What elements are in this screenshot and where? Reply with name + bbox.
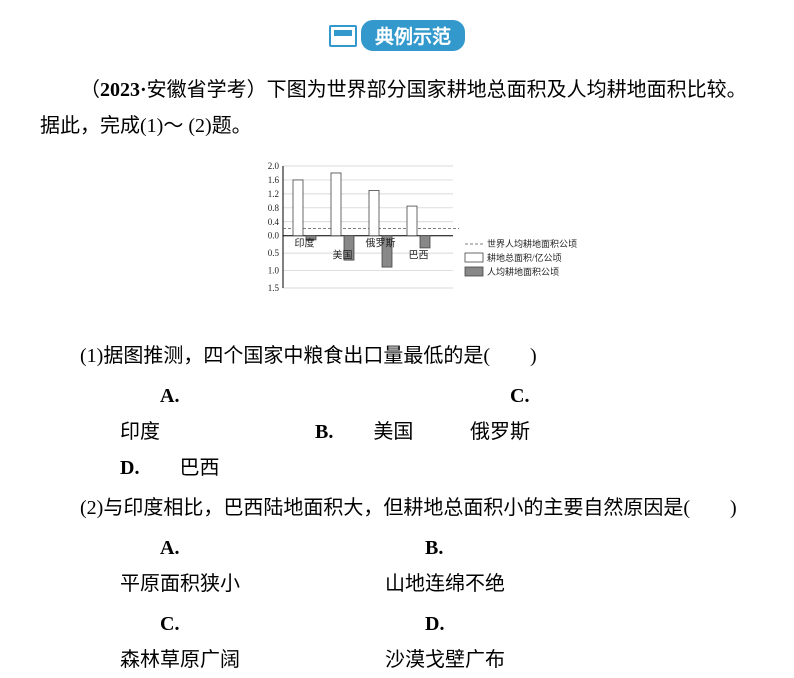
source-bold: 2023· — [100, 79, 147, 101]
badge-container: 典例示范 — [329, 20, 465, 51]
question-1: (1)据图推测，四个国家中粮食出口量最低的是( ) — [40, 338, 754, 374]
source-rest: 安徽省学考） — [147, 79, 267, 101]
svg-text:人均耕地面积公顷: 人均耕地面积公顷 — [487, 266, 559, 277]
source-prefix: （ — [80, 79, 100, 101]
svg-text:1.0: 1.0 — [268, 265, 280, 275]
q2-option-d: D.沙漠戈壁广布 — [345, 606, 605, 678]
badge-text: 典例示范 — [361, 20, 465, 51]
intro-paragraph: （2023·安徽省学考）下图为世界部分国家耕地总面积及人均耕地面积比较。据此，完… — [40, 72, 754, 144]
svg-text:0.4: 0.4 — [268, 216, 280, 226]
q1-options: A.印度 B.美国 C.俄罗斯 D.巴西 — [40, 378, 754, 486]
content: （2023·安徽省学考）下图为世界部分国家耕地总面积及人均耕地面积比较。据此，完… — [40, 72, 754, 678]
header-badge: 典例示范 — [40, 20, 754, 52]
svg-text:1.6: 1.6 — [268, 174, 280, 184]
q1-option-c: C.俄罗斯 — [430, 378, 620, 450]
q2-option-b: B.山地连绵不绝 — [345, 530, 605, 602]
badge-icon — [329, 25, 357, 47]
question-2: (2)与印度相比，巴西陆地面积大，但耕地总面积小的主要自然原因是( ) — [40, 490, 754, 526]
svg-text:俄罗斯: 俄罗斯 — [366, 236, 396, 249]
q1-option-a: A.印度 — [80, 378, 230, 450]
q2-option-c: C.森林草原广阔 — [80, 606, 340, 678]
svg-text:0.0: 0.0 — [268, 230, 280, 240]
svg-text:耕地总面积/亿公顷: 耕地总面积/亿公顷 — [487, 252, 562, 263]
svg-text:0.5: 0.5 — [268, 248, 280, 258]
svg-text:1.5: 1.5 — [268, 283, 280, 293]
bar-chart: 2.0 1.6 1.2 0.8 0.4 0.0 0.5 1.0 1.5 印度美国俄罗斯巴西 世界人均… — [187, 152, 607, 312]
svg-text:巴西: 巴西 — [409, 249, 429, 261]
chart-wrapper: 2.0 1.6 1.2 0.8 0.4 0.0 0.5 1.0 1.5 印度美国俄罗斯巴西 世界人均… — [40, 152, 754, 324]
q2-option-a: A.平原面积狭小 — [80, 530, 340, 602]
svg-text:2.0: 2.0 — [268, 161, 280, 171]
svg-text:0.8: 0.8 — [268, 202, 280, 212]
svg-text:1.2: 1.2 — [268, 188, 279, 198]
svg-text:美国: 美国 — [333, 248, 353, 261]
svg-text:印度: 印度 — [295, 236, 315, 249]
q2-options-row2: C.森林草原广阔 D.沙漠戈壁广布 — [40, 606, 754, 678]
svg-text:世界人均耕地面积公顷: 世界人均耕地面积公顷 — [487, 238, 577, 249]
q1-option-d: D.巴西 — [40, 450, 219, 486]
q1-option-b: B.美国 — [235, 414, 425, 450]
q2-options-row1: A.平原面积狭小 B.山地连绵不绝 — [40, 530, 754, 602]
